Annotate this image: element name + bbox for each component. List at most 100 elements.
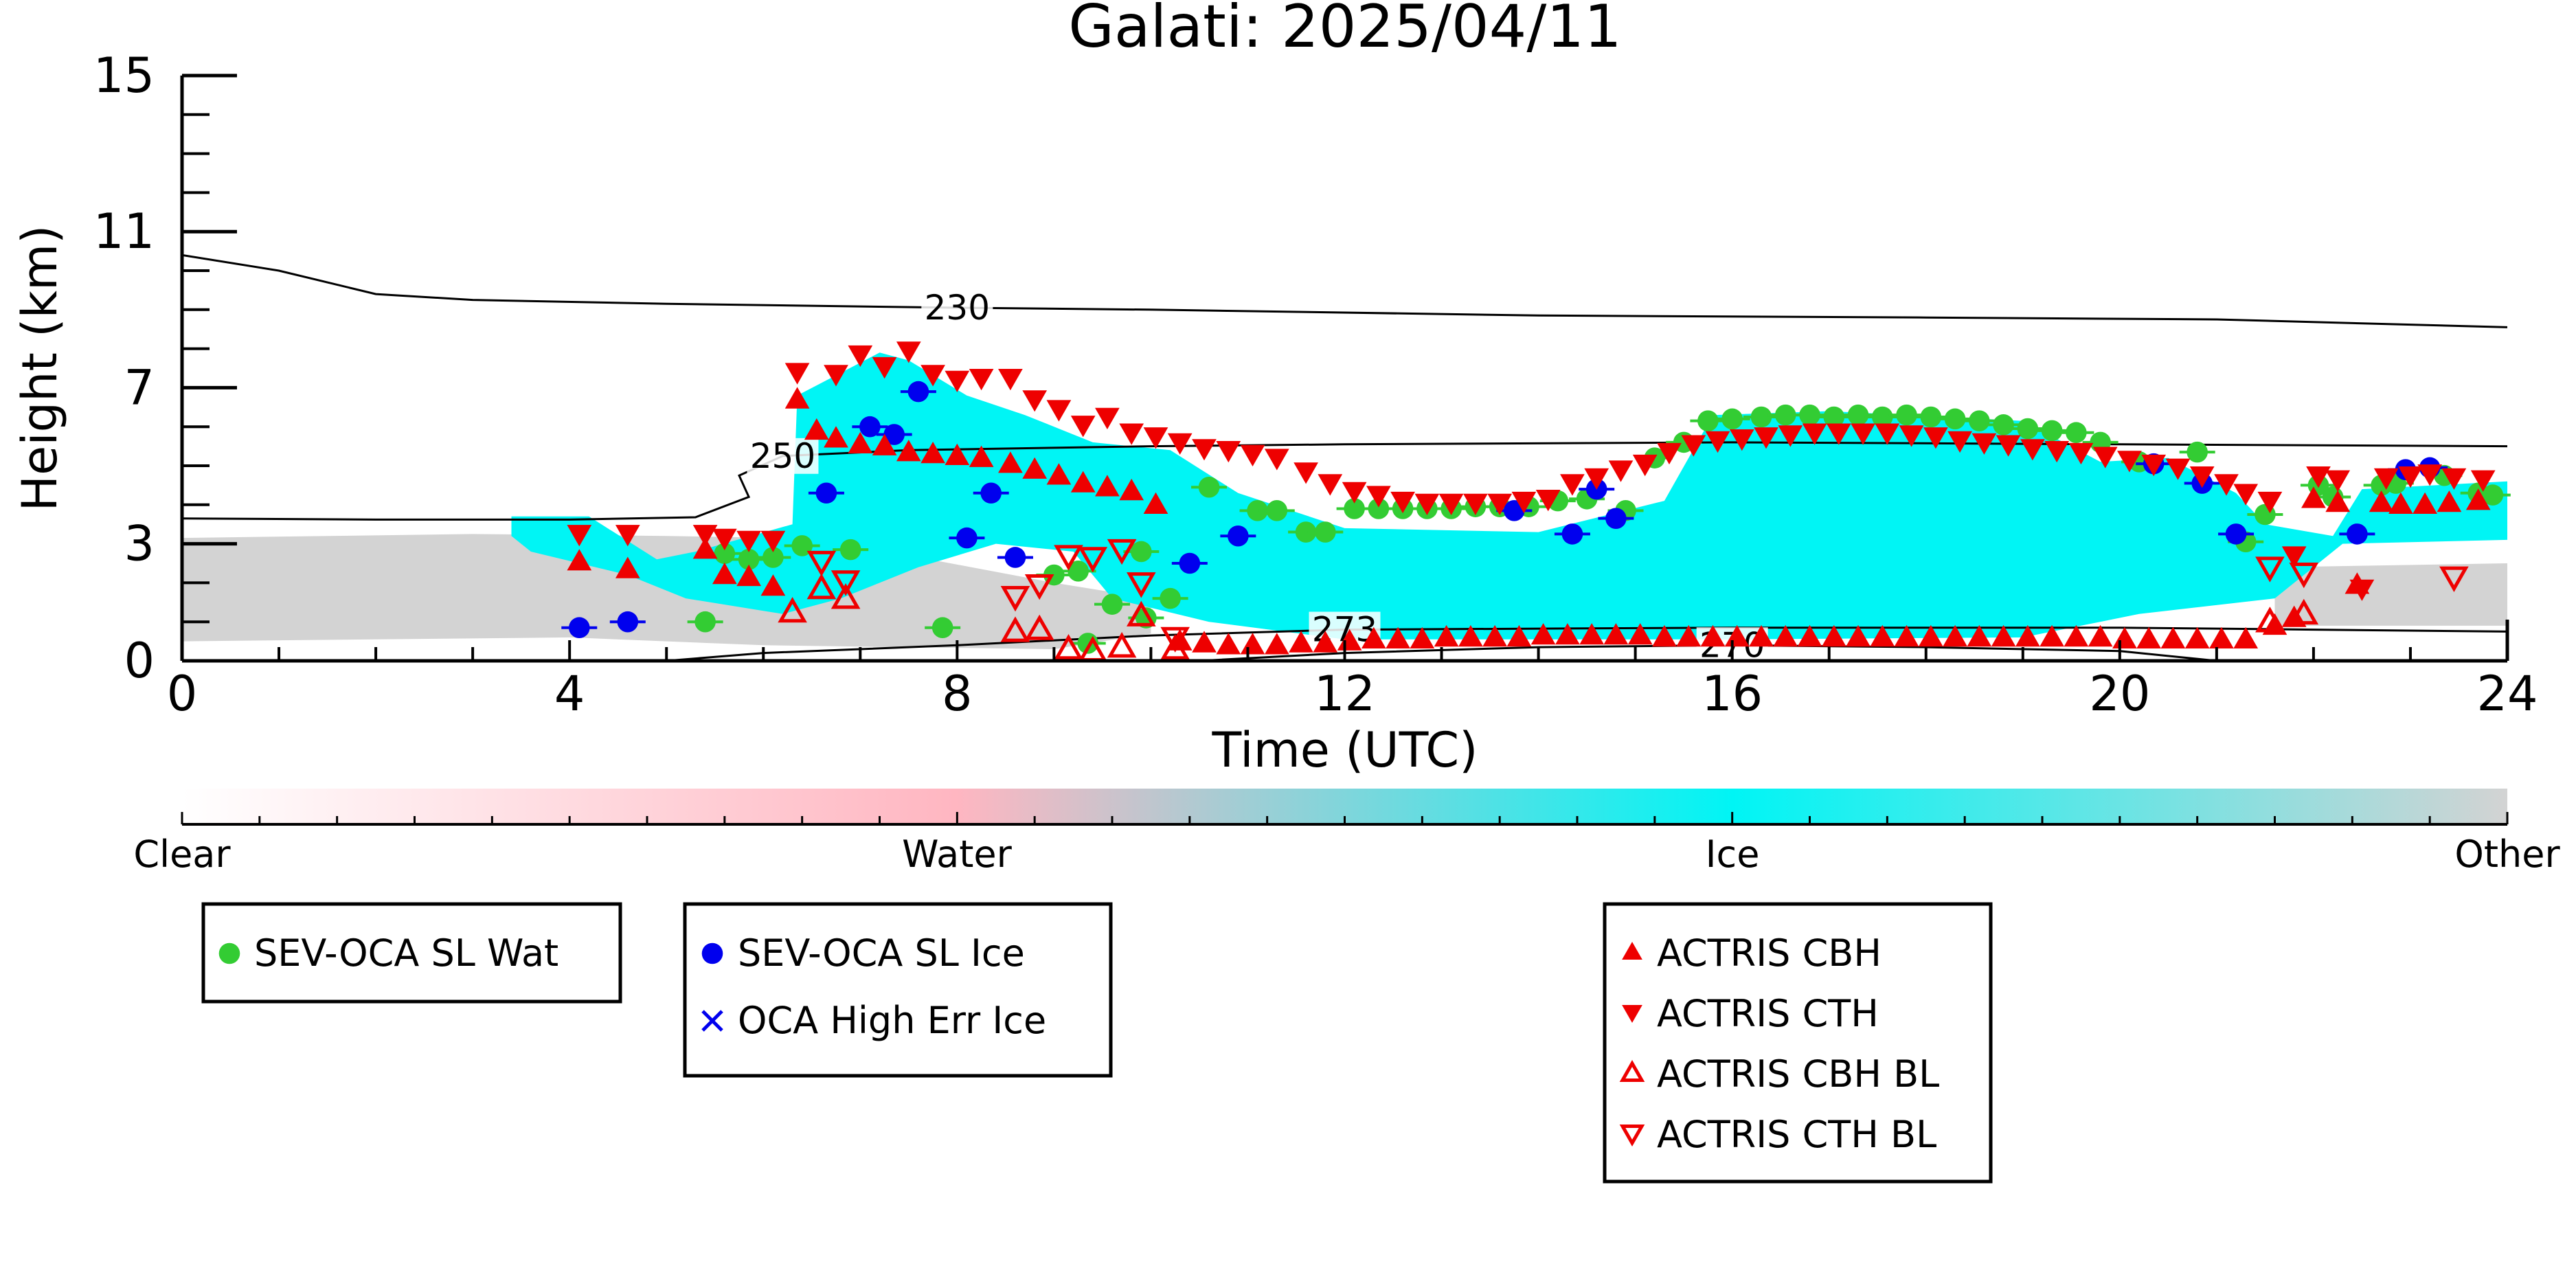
point-actris-cbh-43	[1676, 624, 1702, 647]
point-actris-cbh-62	[2136, 626, 2161, 648]
point-sev-oca-sl-ice-8	[1004, 547, 1026, 568]
point-sev-oca-sl-wat-44	[1993, 414, 2014, 436]
contour-230	[182, 253, 2507, 328]
point-actris-cth-bl-11	[2439, 566, 2469, 592]
point-actris-cth-37	[1560, 474, 1585, 496]
point-sev-oca-sl-ice-9	[1179, 552, 1201, 574]
point-actris-cbh-8	[824, 426, 848, 448]
point-actris-cbh-52	[1894, 624, 1919, 647]
point-actris-cbh-4	[736, 564, 761, 587]
point-sev-oca-sl-wat-59	[2482, 484, 2504, 506]
x-tick-label-8: 8	[942, 666, 973, 722]
point-sev-oca-sl-ice-14	[1605, 508, 1627, 529]
point-sev-oca-sl-wat-35	[1774, 404, 1796, 426]
x-tick-label-20: 20	[2089, 666, 2150, 722]
point-sev-oca-sl-wat-2	[738, 549, 760, 570]
legend-symbol-0	[218, 942, 240, 964]
point-actris-cth-33	[1463, 493, 1488, 516]
point-actris-cbh-47	[1773, 624, 1798, 647]
point-actris-cbh-35	[1482, 624, 1507, 647]
point-actris-cbh-32	[1410, 626, 1435, 648]
point-actris-cth-32	[1438, 493, 1464, 516]
point-actris-cbh-bl-11	[2289, 598, 2319, 625]
legend-marker-sev-ice	[701, 942, 723, 964]
point-actris-cbh-54	[1943, 624, 1967, 647]
point-actris-cth-71	[2373, 468, 2399, 490]
point-actris-cth-54	[1971, 433, 1997, 455]
point-actris-cbh-41	[1627, 623, 1653, 645]
legend-box	[201, 902, 622, 1004]
point-actris-cth-bl-9	[2255, 556, 2285, 583]
point-actris-cth-69	[2325, 470, 2351, 492]
point-actris-cbh-65	[2209, 626, 2234, 648]
point-sev-oca-sl-wat-43	[1969, 410, 1990, 431]
point-actris-cth-18	[1095, 407, 1120, 430]
point-actris-cbh-bl-8	[1126, 600, 1156, 626]
point-actris-cth-bl-10	[2289, 563, 2319, 589]
point-actris-cbh-50	[1846, 624, 1871, 647]
point-actris-cth-74	[2441, 468, 2467, 490]
point-actris-cbh-51	[1870, 624, 1895, 647]
point-sev-oca-sl-ice-7	[980, 482, 1002, 504]
point-actris-cth-34	[1487, 493, 1513, 516]
point-actris-cbh-11	[896, 440, 921, 462]
legend-label-actris-cth-bl: ACTRIS CTH BL	[1657, 1113, 1936, 1156]
point-actris-cth-72	[2398, 466, 2423, 488]
legend-marker-oca-high-err	[701, 1010, 723, 1032]
point-actris-cbh-25	[1240, 633, 1265, 655]
point-actris-cth-42	[1681, 435, 1706, 457]
point-actris-cbh-7	[804, 418, 829, 440]
point-actris-cth-8	[848, 345, 873, 368]
point-sev-oca-sl-wat-19	[1344, 498, 1365, 519]
point-sev-oca-sl-ice-2	[815, 482, 837, 504]
legend-marker-sev-wat	[218, 942, 240, 964]
legend-label-sev-ice: SEV-OCA SL Ice	[738, 931, 1025, 975]
y-tick-label-11: 11	[93, 203, 155, 260]
point-sev-oca-sl-wat-6	[931, 617, 953, 639]
x-tick-label-12: 12	[1314, 666, 1375, 722]
point-sev-oca-sl-wat-8	[1067, 561, 1089, 582]
point-sev-oca-sl-ice-6	[956, 527, 978, 549]
point-actris-cth-35	[1511, 491, 1537, 514]
point-actris-cbh-6	[784, 387, 810, 409]
point-actris-cth-38	[1584, 468, 1609, 490]
legend-symbol-3	[1622, 941, 1642, 960]
point-actris-cbh-63	[2160, 626, 2186, 648]
point-actris-cbh-13	[945, 443, 970, 465]
point-actris-cth-41	[1657, 442, 1682, 465]
point-sev-oca-sl-ice-0	[568, 617, 590, 639]
point-actris-cbh-15	[998, 451, 1023, 473]
point-actris-cth-1	[615, 525, 640, 547]
point-actris-cth-29	[1366, 486, 1391, 508]
point-actris-cth-bl-0	[806, 550, 837, 577]
point-actris-cbh-19	[1095, 475, 1120, 497]
point-actris-cth-bl-7	[1126, 572, 1156, 598]
point-actris-cth-47	[1802, 423, 1827, 445]
point-sev-oca-sl-wat-5	[839, 539, 861, 561]
point-actris-cbh-bl-10	[2255, 607, 2285, 633]
point-actris-cbh-44	[1700, 624, 1726, 647]
point-actris-cbh-40	[1603, 623, 1629, 645]
legend-label-sev-wat: SEV-OCA SL Wat	[254, 931, 558, 975]
point-actris-cbh-61	[2112, 626, 2137, 648]
point-actris-cbh-70	[2325, 490, 2351, 512]
point-actris-cbh-14	[969, 445, 994, 467]
legend-marker-actris-cbh	[1622, 941, 1642, 960]
point-actris-cth-25	[1264, 449, 1289, 471]
point-actris-cbh-20	[1119, 478, 1144, 501]
point-actris-cth-11	[920, 365, 945, 387]
point-sev-oca-sl-wat-20	[1368, 498, 1390, 519]
point-sev-oca-sl-wat-34	[1750, 406, 1772, 428]
point-actris-cth-70	[2349, 579, 2375, 601]
x-tick-label-24: 24	[2476, 666, 2538, 722]
point-actris-cbh-24	[1216, 633, 1241, 655]
legend-marker-actris-cbh-bl	[1619, 1059, 1645, 1082]
point-actris-cbh-27	[1289, 631, 1313, 653]
point-sev-oca-sl-ice-18	[2347, 523, 2368, 545]
point-actris-cth-26	[1293, 462, 1318, 484]
legend-sev-ice: SEV-OCA SL Ice OCA High Err Ice	[683, 902, 1113, 1078]
point-actris-cth-bl-4	[1054, 545, 1083, 571]
point-actris-cbh-31	[1386, 626, 1410, 648]
point-actris-cth-55	[1996, 435, 2021, 457]
colorbar-ticks	[181, 812, 2509, 826]
